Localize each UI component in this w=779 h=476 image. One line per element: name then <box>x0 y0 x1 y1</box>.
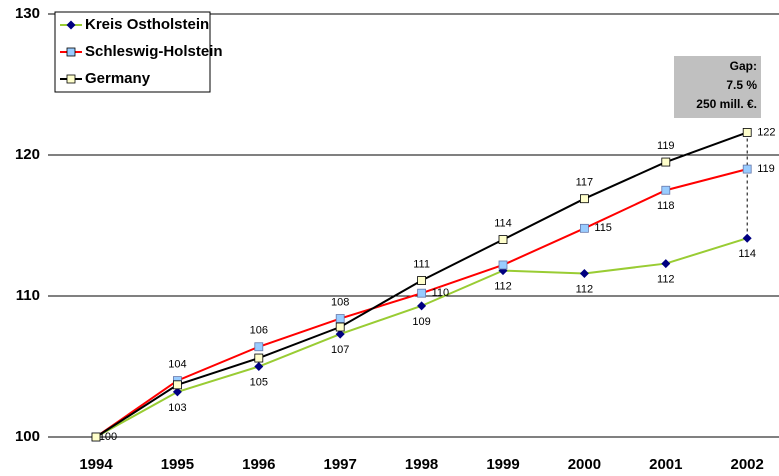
x-tick-label: 1995 <box>161 456 194 473</box>
x-tick-label: 2002 <box>731 456 764 473</box>
x-tick-label: 2001 <box>649 456 682 473</box>
legend-label: Germany <box>85 70 151 87</box>
data-label: 104 <box>168 359 186 371</box>
point <box>335 322 345 332</box>
point <box>580 194 589 204</box>
point <box>172 380 182 390</box>
data-label: 114 <box>738 248 756 260</box>
data-label: 107 <box>331 344 349 356</box>
point <box>498 260 508 270</box>
data-label: 118 <box>657 200 675 212</box>
annotation: 250 mill. €. <box>696 97 757 111</box>
data-label: 122 <box>757 126 775 138</box>
point <box>172 387 182 397</box>
x-tick-label: 1994 <box>79 456 113 473</box>
legend-marker <box>66 20 76 30</box>
data-label: 105 <box>250 376 268 388</box>
point <box>254 342 264 352</box>
data-label: 111 <box>413 258 430 270</box>
y-tick-label: 130 <box>15 5 40 22</box>
point <box>417 301 427 311</box>
annotation: 7.5 % <box>726 78 757 92</box>
point <box>742 233 752 243</box>
point <box>254 353 264 363</box>
legend-label: Schleswig-Holstein <box>85 43 223 60</box>
data-label: 112 <box>494 281 512 293</box>
point <box>254 362 264 371</box>
data-label: 103 <box>168 402 186 414</box>
legend-label: Kreis Ostholstein <box>85 16 209 33</box>
point <box>91 432 101 442</box>
data-label: 119 <box>657 140 675 152</box>
annotation: Gap: <box>730 59 757 73</box>
point <box>417 276 427 285</box>
x-tick-label: 1997 <box>324 456 357 473</box>
point <box>335 314 345 323</box>
legend-marker <box>66 47 76 57</box>
x-tick-label: 1998 <box>405 456 438 473</box>
data-label: 112 <box>657 273 675 285</box>
y-tick-label: 110 <box>16 287 40 304</box>
data-label: 110 <box>432 287 450 299</box>
data-label: 119 <box>757 163 775 175</box>
data-label: 108 <box>331 296 349 308</box>
point <box>661 259 671 269</box>
point <box>579 268 589 278</box>
annotation-box <box>674 56 761 118</box>
legend-marker <box>66 74 76 84</box>
data-label: 106 <box>250 325 268 337</box>
point <box>335 329 345 339</box>
point <box>742 128 752 137</box>
y-tick-label: 120 <box>15 146 40 163</box>
data-label: 112 <box>576 283 594 295</box>
x-tick-label: 1999 <box>486 456 519 473</box>
point <box>498 235 508 245</box>
data-label: 100 <box>99 431 117 443</box>
point <box>661 185 671 195</box>
point <box>661 157 671 167</box>
y-tick-label: 100 <box>15 428 40 445</box>
data-label: 109 <box>412 316 430 328</box>
data-label: 117 <box>576 177 594 189</box>
data-label: 114 <box>494 218 512 230</box>
x-tick-label: 2000 <box>568 456 601 473</box>
data-label: 115 <box>594 222 612 234</box>
x-tick-label: 1996 <box>242 456 275 473</box>
point <box>417 288 427 298</box>
point <box>742 164 752 174</box>
point <box>580 223 589 233</box>
